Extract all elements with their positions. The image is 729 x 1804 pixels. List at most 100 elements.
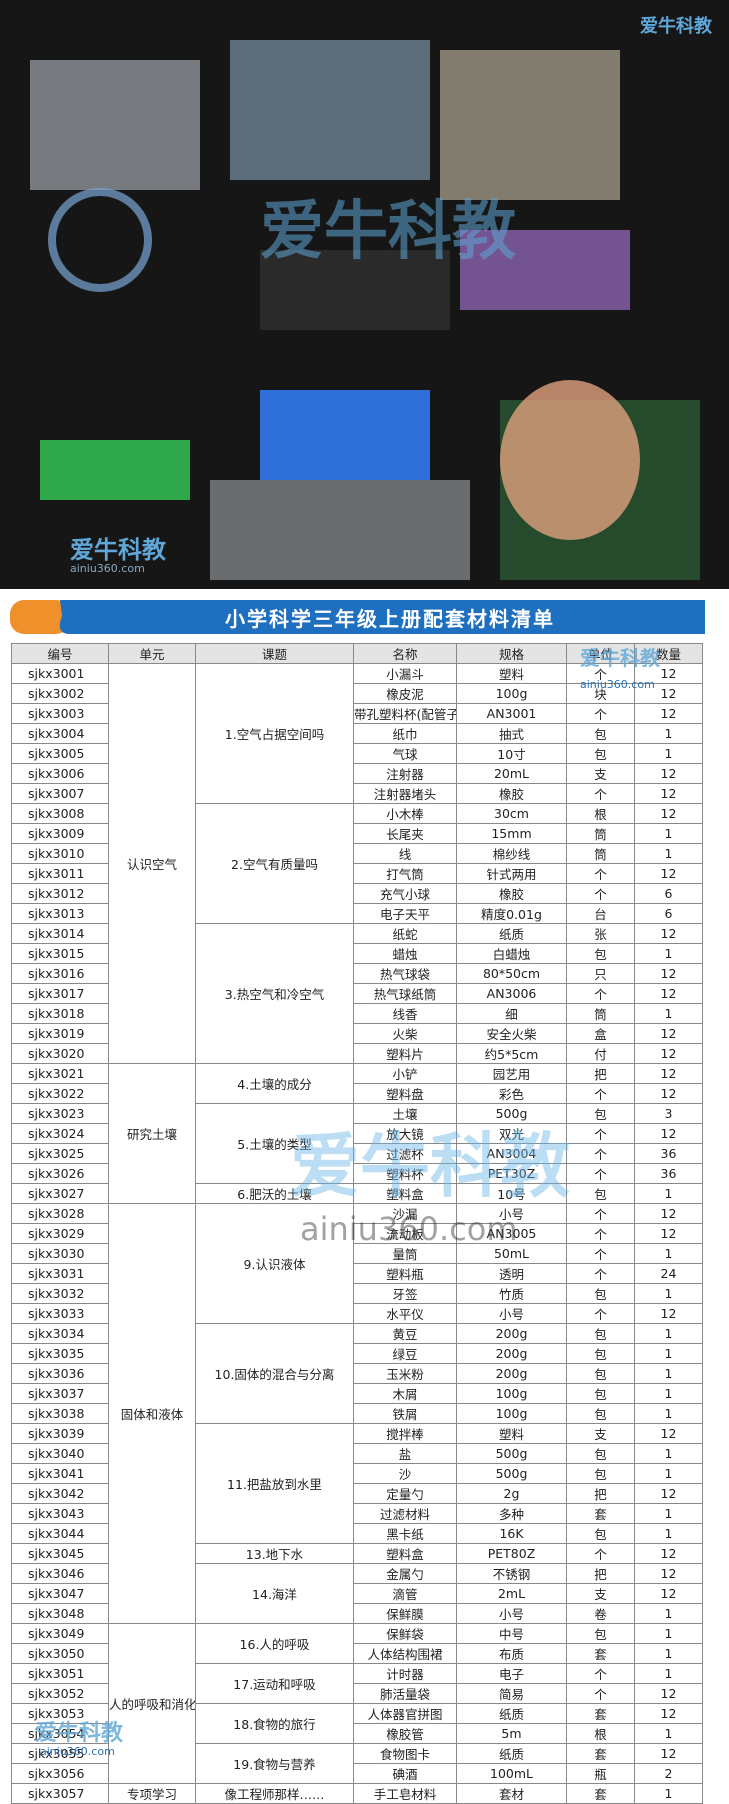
spec-cell: 500g: [456, 1443, 567, 1464]
qty-cell: 1: [634, 1463, 703, 1484]
item-name: 橡胶管: [353, 1723, 457, 1744]
qty-cell: 1: [634, 843, 703, 864]
table-row: sjkx3017 热气球纸筒 AN3006 个 12: [11, 983, 703, 1004]
spec-cell: 针式两用: [456, 863, 567, 884]
spec-cell: 纸质: [456, 1743, 567, 1764]
qty-cell: 1: [634, 1363, 703, 1384]
code-cell: sjkx3001: [11, 663, 109, 684]
product-photo: [0, 0, 729, 589]
spec-cell: 塑料: [456, 1423, 567, 1444]
qty-cell: 12: [634, 663, 703, 684]
item-name: 黄豆: [353, 1323, 457, 1344]
item-name: 热气球纸筒: [353, 983, 457, 1004]
unit-cell: 根: [566, 803, 635, 824]
item-name: 保鲜袋: [353, 1623, 457, 1644]
spec-cell: 布质: [456, 1643, 567, 1664]
code-cell: sjkx3054: [11, 1723, 109, 1744]
item-name: 过滤材料: [353, 1503, 457, 1524]
item-name: 木屑: [353, 1383, 457, 1404]
spec-cell: AN3005: [456, 1223, 567, 1244]
item-name: 塑料盒: [353, 1183, 457, 1204]
code-cell: sjkx3015: [11, 943, 109, 964]
spec-cell: 透明: [456, 1263, 567, 1284]
item-name: 玉米粉: [353, 1363, 457, 1384]
lesson-cell: 16.人的呼吸: [195, 1623, 354, 1664]
item-name: 线: [353, 843, 457, 864]
watermark-site: ainiu360.com: [40, 1745, 115, 1758]
unit-cell: 盒: [566, 1023, 635, 1044]
item-name: 人体器官拼图: [353, 1703, 457, 1724]
item-name: 手工皂材料: [353, 1783, 457, 1804]
code-cell: sjkx3024: [11, 1123, 109, 1144]
item-name: 纸蛇: [353, 923, 457, 944]
code-cell: sjkx3035: [11, 1343, 109, 1364]
lesson-cell: 5.土壤的类型: [195, 1103, 354, 1184]
unit-cell: 包: [566, 943, 635, 964]
unit-cell: 个: [566, 1243, 635, 1264]
header-row: 编号 单元 课题 名称 规格 单位 数量: [11, 643, 703, 664]
unit-cell: 把: [566, 1483, 635, 1504]
unit-cell: 筒: [566, 823, 635, 844]
table-row: sjkx3046 14.海洋 金属勺 不锈钢把 12: [11, 1563, 703, 1624]
spec-cell: 20mL: [456, 763, 567, 784]
spec-cell: 棉纱线: [456, 843, 567, 864]
spec-cell: AN3004: [456, 1143, 567, 1164]
code-cell: sjkx3012: [11, 883, 109, 904]
unit-cell: 包: [566, 1383, 635, 1404]
item-name: 绿豆: [353, 1343, 457, 1364]
qty-cell: 12: [634, 1063, 703, 1084]
code-cell: sjkx3040: [11, 1443, 109, 1464]
lesson-cell: 4.土壤的成分: [195, 1063, 354, 1104]
unit-cell: 个: [566, 1223, 635, 1244]
item-name: 塑料瓶: [353, 1263, 457, 1284]
table-row: sjkx3045 13.地下水 塑料盒 PET80Z 个 12: [11, 1543, 703, 1564]
item-name: 小漏斗: [353, 663, 457, 684]
spec-cell: 彩色: [456, 1083, 567, 1104]
item-name: 电子天平: [353, 903, 457, 924]
qty-cell: 36: [634, 1143, 703, 1164]
qty-cell: 12: [634, 803, 703, 824]
spec-cell: 白蜡烛: [456, 943, 567, 964]
table-row: sjkx3024 放大镜 双光个 12: [11, 1123, 703, 1144]
qty-cell: 12: [634, 1083, 703, 1104]
qty-cell: 12: [634, 1423, 703, 1444]
item-name: 金属勺: [353, 1563, 457, 1584]
code-cell: sjkx3020: [11, 1043, 109, 1064]
code-cell: sjkx3046: [11, 1563, 109, 1584]
code-cell: sjkx3047: [11, 1583, 109, 1604]
unit-cell: 个: [566, 783, 635, 804]
unit-cell: 根: [566, 1723, 635, 1744]
table-row: sjkx3057 专项学习 像工程师那样…… 手工皂材料 套材套 1: [11, 1783, 703, 1804]
table-row: sjkx3034 10.固体的混合与分离 黄豆 200g 包 1: [11, 1323, 703, 1424]
unit-cell: 支: [566, 1423, 635, 1444]
spec-cell: 约5*5cm: [456, 1043, 567, 1064]
qty-cell: 12: [634, 1223, 703, 1244]
code-cell: sjkx3053: [11, 1703, 109, 1724]
unit-cell: 个: [566, 1543, 635, 1564]
item-name: 肺活量袋: [353, 1683, 457, 1704]
spec-cell: 16K: [456, 1523, 567, 1544]
code-cell: sjkx3019: [11, 1023, 109, 1044]
spec-cell: 细: [456, 1003, 567, 1024]
spec-cell: 10寸: [456, 743, 567, 764]
spec-cell: 精度0.01g: [456, 903, 567, 924]
table-row: sjkx3040 盐 500g 包 1: [11, 1443, 703, 1464]
unit-cell: 个: [566, 883, 635, 904]
table-row: sjkx3044 黑卡纸 16K 包 1: [11, 1523, 703, 1544]
spec-cell: 橡胶: [456, 783, 567, 804]
qty-cell: 12: [634, 1303, 703, 1324]
unit-cell: 个: [566, 1163, 635, 1184]
code-cell: sjkx3051: [11, 1663, 109, 1684]
unit-cell: 个: [566, 1303, 635, 1324]
lesson-cell: 1.空气占据空间吗: [195, 663, 354, 804]
table-row: sjkx3014 3.热空气和冷空气 纸蛇 纸质张 12: [11, 923, 703, 1064]
spec-cell: 中号: [456, 1623, 567, 1644]
code-cell: sjkx3045: [11, 1543, 109, 1564]
code-cell: sjkx3057: [11, 1783, 109, 1804]
table-row: sjkx3039 11.把盐放到水里 搅拌棒 塑料支 12: [11, 1423, 703, 1544]
table-row: sjkx3038 铁屑 100g 包 1: [11, 1403, 703, 1424]
lesson-cell: 19.食物与营养: [195, 1743, 354, 1784]
item-name: 火柴: [353, 1023, 457, 1044]
code-cell: sjkx3027: [11, 1183, 109, 1204]
item-name: 保鲜膜: [353, 1603, 457, 1624]
